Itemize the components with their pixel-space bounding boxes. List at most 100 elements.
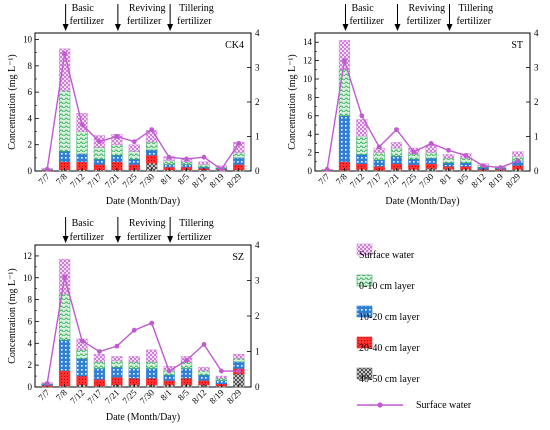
bar-l10_20-1: [58, 339, 71, 371]
bar-l10_20-5: [408, 158, 420, 165]
bar-l10_20-1: [58, 151, 71, 163]
line-point-11: [515, 158, 521, 164]
surface-water-line: [326, 60, 519, 170]
y-tick-label: 2: [28, 140, 33, 150]
legend-swatch-l20_40: [356, 336, 373, 349]
bar-l0_10-3: [373, 152, 385, 161]
bar-l20_40-6: [146, 378, 158, 386]
stage-label-top: Reviving: [129, 218, 166, 229]
bar-l10_20-7: [163, 164, 175, 168]
legend-label: Surface water: [359, 250, 415, 261]
bar-l10_20-5: [128, 368, 140, 379]
y-tick-label: 14: [303, 37, 313, 47]
y2-tick-label: 3: [255, 276, 260, 286]
bar-l0_10-5: [128, 151, 140, 160]
y-tick-label: 4: [308, 129, 313, 139]
legend-label: 40-50 cm layer: [359, 374, 420, 385]
y2-tick-label: 3: [255, 63, 260, 73]
x-tick-label: 7/12: [68, 387, 86, 405]
bar-surface-3: [93, 353, 106, 363]
bar-surface-4: [111, 356, 123, 362]
legend-swatch-l40_50: [356, 367, 373, 380]
y-tick-label: 10: [303, 74, 313, 84]
y2-tick-label: 2: [255, 97, 260, 107]
bar-l0_10-1: [58, 90, 71, 152]
bar-l0_10-1: [338, 69, 351, 117]
bar-l20_40-5: [128, 378, 140, 386]
bar-l10_20-6: [146, 368, 158, 379]
legend-swatch-l0_10: [356, 274, 373, 287]
bar-surface-11: [233, 353, 245, 359]
bar-l10_20-6: [146, 149, 158, 156]
bar-surface-9: [198, 161, 210, 165]
x-tick-label: 8/1: [158, 387, 173, 402]
panel-title: CK4: [225, 40, 244, 51]
line-point-7: [166, 368, 172, 374]
legend-swatch-surface: [356, 243, 373, 256]
line-point-1: [342, 58, 347, 63]
surface-water-line: [46, 53, 240, 171]
stage-label-bottom: fertilizer: [457, 16, 492, 27]
x-tick-label: 7/17: [85, 171, 104, 190]
line-point-1: [62, 51, 68, 57]
bar-surface-11: [512, 151, 524, 157]
legend-label: Surface water: [416, 400, 472, 411]
line-point-7: [446, 147, 451, 153]
line-point-0: [44, 381, 50, 386]
stage-label-top: Basic: [72, 218, 95, 229]
x-tick-label: 8/29: [504, 171, 523, 190]
y2-tick-label: 0: [534, 166, 539, 176]
y2-tick-label: 4: [255, 28, 260, 38]
bar-l10_20-7: [442, 162, 455, 167]
stage-label-bottom: fertilizer: [406, 16, 441, 27]
bar-surface-1: [58, 48, 71, 92]
legend-label: 20-40 cm layer: [359, 343, 420, 354]
bar-l0_10-4: [111, 360, 123, 368]
x-tick-label: 8/1: [158, 171, 173, 186]
bar-l10_20-3: [93, 158, 106, 165]
bar-l10_20-9: [198, 374, 210, 381]
x-tick-label: 8/19: [207, 387, 226, 406]
bar-l10_20-7: [163, 374, 175, 381]
legend: Surface water 0-10 cm layer 10-20 cm layer…: [356, 243, 472, 411]
line-point-2: [79, 338, 85, 344]
y2-tick-label: 2: [534, 97, 539, 107]
bar-l20_40-6: [146, 154, 158, 164]
stage-label-top: Basic: [72, 3, 95, 14]
y-tick-label: 4: [28, 338, 33, 348]
stage-label-top: Basic: [351, 3, 374, 14]
bar-l0_10-6: [146, 361, 158, 369]
stage-label-bottom: fertilizer: [127, 232, 162, 243]
stage-arrow-head: [394, 24, 401, 31]
line-point-6: [428, 141, 434, 146]
y2-tick-label: 0: [255, 382, 260, 392]
stage-label-bottom: fertilizer: [177, 16, 212, 27]
y2-tick-label: 0: [255, 166, 260, 176]
line-point-4: [394, 127, 399, 132]
stage-label-top: Tillering: [459, 3, 494, 14]
y-tick-label: 12: [23, 251, 32, 261]
line-point-4: [114, 134, 120, 139]
x-tick-label: 8/5: [176, 387, 192, 403]
bar-l10_20-4: [111, 367, 123, 378]
y-tick-label: 8: [308, 92, 313, 102]
line-point-3: [97, 139, 102, 145]
x-tick-label: 8/29: [225, 387, 244, 406]
y2-tick-label: 4: [255, 240, 260, 250]
y-tick-label: 0: [28, 166, 33, 176]
y2-tick-label: 1: [534, 132, 539, 142]
stage-arrow-head: [167, 24, 174, 31]
bar-l20_40-6: [425, 163, 437, 169]
y2-tick-label: 2: [255, 311, 260, 321]
x-axis-label: Date (Month/Day): [106, 196, 180, 207]
line-point-8: [463, 153, 469, 158]
stage-label-top: Tillering: [179, 3, 214, 14]
x-tick-label: 7/30: [138, 387, 157, 406]
bar-l0_10-9: [198, 164, 210, 168]
x-tick-label: 7/17: [85, 387, 104, 406]
bar-l0_10-2: [356, 135, 368, 155]
line-point-2: [359, 113, 365, 119]
